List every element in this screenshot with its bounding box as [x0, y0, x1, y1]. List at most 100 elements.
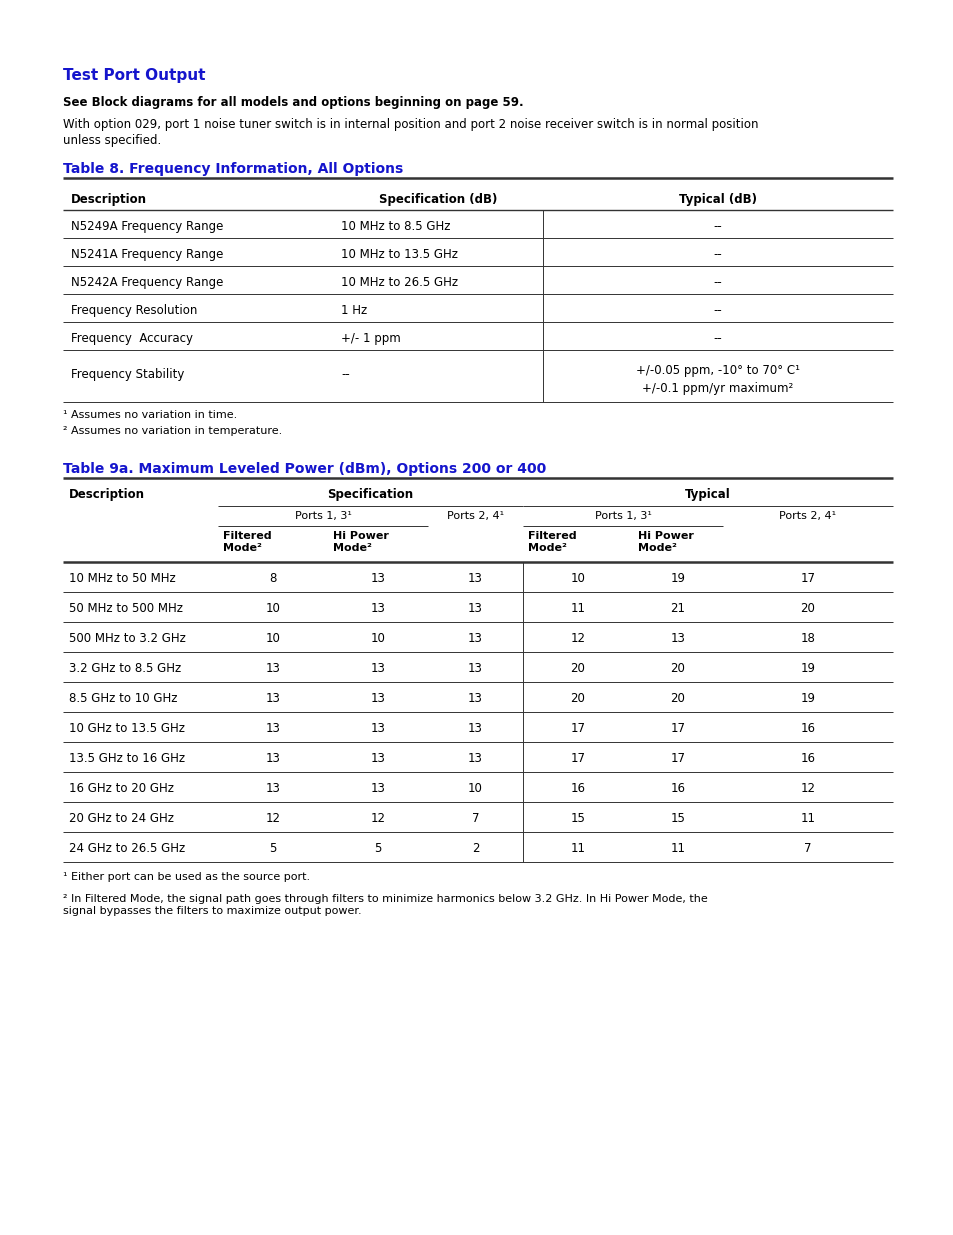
- Text: Typical: Typical: [684, 488, 730, 501]
- Text: Table 8. Frequency Information, All Options: Table 8. Frequency Information, All Opti…: [63, 162, 403, 177]
- Text: 10: 10: [468, 783, 482, 795]
- Text: 11: 11: [800, 813, 815, 825]
- Text: 24 GHz to 26.5 GHz: 24 GHz to 26.5 GHz: [69, 842, 185, 856]
- Text: --: --: [340, 368, 350, 382]
- Text: Typical (dB): Typical (dB): [679, 194, 757, 206]
- Text: 13: 13: [265, 662, 280, 676]
- Text: Table 9a. Maximum Leveled Power (dBm), Options 200 or 400: Table 9a. Maximum Leveled Power (dBm), O…: [63, 462, 546, 475]
- Text: 11: 11: [570, 603, 585, 615]
- Text: Ports 2, 4¹: Ports 2, 4¹: [446, 511, 503, 521]
- Text: 13: 13: [468, 693, 482, 705]
- Text: +/- 1 ppm: +/- 1 ppm: [340, 332, 400, 345]
- Text: 19: 19: [670, 573, 685, 585]
- Text: 7: 7: [471, 813, 478, 825]
- Text: 16: 16: [800, 722, 815, 736]
- Text: N5242A Frequency Range: N5242A Frequency Range: [71, 275, 223, 289]
- Text: Description: Description: [71, 194, 147, 206]
- Text: 17: 17: [570, 752, 585, 766]
- Text: Specification: Specification: [327, 488, 414, 501]
- Text: 10 MHz to 26.5 GHz: 10 MHz to 26.5 GHz: [340, 275, 457, 289]
- Text: 17: 17: [670, 752, 685, 766]
- Text: --: --: [713, 275, 721, 289]
- Text: 18: 18: [800, 632, 815, 646]
- Text: 11: 11: [670, 842, 685, 856]
- Text: Hi Power
Mode²: Hi Power Mode²: [333, 531, 389, 553]
- Text: N5241A Frequency Range: N5241A Frequency Range: [71, 248, 223, 261]
- Text: 20: 20: [670, 662, 684, 676]
- Text: Frequency Resolution: Frequency Resolution: [71, 304, 197, 317]
- Text: 50 MHz to 500 MHz: 50 MHz to 500 MHz: [69, 603, 183, 615]
- Text: Test Port Output: Test Port Output: [63, 68, 205, 83]
- Text: 13: 13: [370, 783, 385, 795]
- Text: 20: 20: [570, 693, 585, 705]
- Text: Frequency  Accuracy: Frequency Accuracy: [71, 332, 193, 345]
- Text: 5: 5: [269, 842, 276, 856]
- Text: 21: 21: [670, 603, 685, 615]
- Text: 10: 10: [265, 632, 280, 646]
- Text: 13: 13: [265, 693, 280, 705]
- Text: 16: 16: [570, 783, 585, 795]
- Text: 5: 5: [374, 842, 381, 856]
- Text: Frequency Stability: Frequency Stability: [71, 368, 184, 382]
- Text: ¹ Either port can be used as the source port.: ¹ Either port can be used as the source …: [63, 872, 310, 882]
- Text: ¹ Assumes no variation in time.: ¹ Assumes no variation in time.: [63, 410, 237, 420]
- Text: 20: 20: [670, 693, 684, 705]
- Text: 16 GHz to 20 GHz: 16 GHz to 20 GHz: [69, 783, 173, 795]
- Text: 20 GHz to 24 GHz: 20 GHz to 24 GHz: [69, 813, 173, 825]
- Text: 13: 13: [370, 693, 385, 705]
- Text: 15: 15: [670, 813, 684, 825]
- Text: +/-0.05 ppm, -10° to 70° C¹: +/-0.05 ppm, -10° to 70° C¹: [636, 364, 800, 377]
- Text: 10: 10: [370, 632, 385, 646]
- Text: Ports 1, 3¹: Ports 1, 3¹: [594, 511, 651, 521]
- Text: 16: 16: [670, 783, 685, 795]
- Text: 8: 8: [269, 573, 276, 585]
- Text: --: --: [713, 220, 721, 233]
- Text: 20: 20: [570, 662, 585, 676]
- Text: 13: 13: [468, 603, 482, 615]
- Text: Hi Power
Mode²: Hi Power Mode²: [638, 531, 693, 553]
- Text: 12: 12: [800, 783, 815, 795]
- Text: ² In Filtered Mode, the signal path goes through filters to minimize harmonics b: ² In Filtered Mode, the signal path goes…: [63, 894, 707, 916]
- Text: Specification (dB): Specification (dB): [378, 194, 497, 206]
- Text: 13: 13: [370, 603, 385, 615]
- Text: 10: 10: [570, 573, 585, 585]
- Text: 15: 15: [570, 813, 585, 825]
- Text: 1 Hz: 1 Hz: [340, 304, 367, 317]
- Text: 10 GHz to 13.5 GHz: 10 GHz to 13.5 GHz: [69, 722, 185, 736]
- Text: 17: 17: [570, 722, 585, 736]
- Text: N5249A Frequency Range: N5249A Frequency Range: [71, 220, 223, 233]
- Text: 12: 12: [370, 813, 385, 825]
- Text: 13: 13: [468, 752, 482, 766]
- Text: 13: 13: [468, 573, 482, 585]
- Text: 13: 13: [468, 662, 482, 676]
- Text: 19: 19: [800, 662, 815, 676]
- Text: 13: 13: [370, 752, 385, 766]
- Text: +/-0.1 ppm/yr maximum²: +/-0.1 ppm/yr maximum²: [641, 382, 793, 395]
- Text: 13.5 GHz to 16 GHz: 13.5 GHz to 16 GHz: [69, 752, 185, 766]
- Text: 12: 12: [570, 632, 585, 646]
- Text: 13: 13: [370, 662, 385, 676]
- Text: --: --: [713, 304, 721, 317]
- Text: 13: 13: [468, 632, 482, 646]
- Text: 500 MHz to 3.2 GHz: 500 MHz to 3.2 GHz: [69, 632, 186, 646]
- Text: 13: 13: [265, 752, 280, 766]
- Text: 7: 7: [803, 842, 811, 856]
- Text: 10 MHz to 8.5 GHz: 10 MHz to 8.5 GHz: [340, 220, 450, 233]
- Text: 13: 13: [265, 783, 280, 795]
- Text: ² Assumes no variation in temperature.: ² Assumes no variation in temperature.: [63, 426, 282, 436]
- Text: 16: 16: [800, 752, 815, 766]
- Text: Description: Description: [69, 488, 145, 501]
- Text: 3.2 GHz to 8.5 GHz: 3.2 GHz to 8.5 GHz: [69, 662, 181, 676]
- Text: Filtered
Mode²: Filtered Mode²: [223, 531, 272, 553]
- Text: 12: 12: [265, 813, 280, 825]
- Text: 11: 11: [570, 842, 585, 856]
- Text: 17: 17: [670, 722, 685, 736]
- Text: --: --: [713, 248, 721, 261]
- Text: 8.5 GHz to 10 GHz: 8.5 GHz to 10 GHz: [69, 693, 177, 705]
- Text: Ports 1, 3¹: Ports 1, 3¹: [294, 511, 351, 521]
- Text: 2: 2: [471, 842, 478, 856]
- Text: 10: 10: [265, 603, 280, 615]
- Text: 10 MHz to 50 MHz: 10 MHz to 50 MHz: [69, 573, 175, 585]
- Text: With option 029, port 1 noise tuner switch is in internal position and port 2 no: With option 029, port 1 noise tuner swit…: [63, 119, 758, 147]
- Text: 13: 13: [370, 573, 385, 585]
